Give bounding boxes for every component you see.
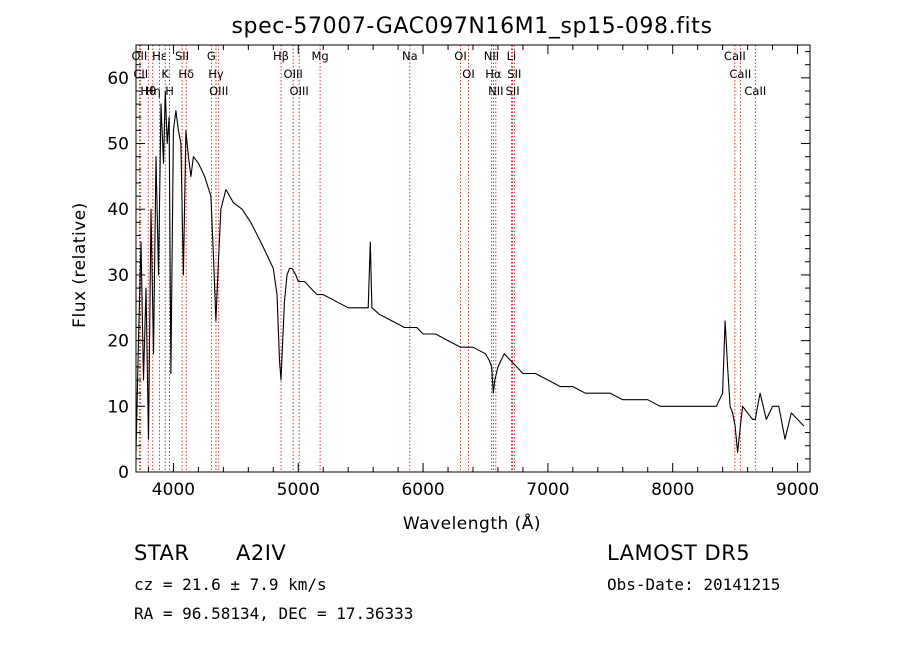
x-axis: 4000 5000 6000 7000 8000 9000 (147, 45, 819, 500)
spectral-subclass: A2IV (236, 541, 287, 565)
line-label: SII (506, 84, 520, 98)
spectrum-line (135, 90, 805, 453)
line-label: Hη (145, 84, 161, 98)
line-label: OIII (284, 67, 303, 81)
line-label: Na (402, 49, 418, 63)
y-tick-label: 50 (107, 135, 129, 155)
line-label: CaII (724, 49, 746, 63)
x-tick-label: 9000 (776, 480, 819, 500)
x-tick-label: 4000 (152, 480, 195, 500)
line-label: Hδ (178, 67, 194, 81)
line-label: G (207, 49, 216, 63)
line-label: OI (462, 67, 474, 81)
obs-date: Obs-Date: 20141215 (607, 575, 781, 594)
line-label: H (165, 84, 174, 98)
y-tick-label: 60 (107, 69, 129, 89)
y-tick-label: 30 (107, 266, 129, 286)
line-label: OIII (290, 84, 309, 98)
x-tick-label: 7000 (526, 480, 569, 500)
y-axis-label: Flux (relative) (70, 202, 90, 328)
line-label: NII (488, 84, 503, 98)
x-tick-label: 5000 (277, 480, 320, 500)
coordinates: RA = 96.58134, DEC = 17.36333 (134, 604, 414, 623)
survey-name: LAMOST DR5 (607, 541, 751, 565)
line-label: Hγ (208, 67, 224, 81)
y-tick-label: 10 (107, 397, 129, 417)
line-label: K (161, 67, 169, 81)
object-type: STAR (134, 541, 190, 565)
line-label: Hε (152, 49, 167, 63)
x-tick-label: 8000 (651, 480, 694, 500)
redshift-readout: cz = 21.6 ± 7.9 km/s (134, 575, 327, 594)
line-label: Hα (485, 67, 502, 81)
plot-frame (135, 44, 811, 473)
line-label: Hθ (140, 84, 156, 98)
y-tick-label: 20 (107, 332, 129, 352)
chart-title: spec-57007-GAC097N16M1_sp15-098.fits (231, 14, 712, 39)
y-axis: 0 10 20 30 40 50 60 (107, 51, 810, 483)
line-label: OI (454, 49, 466, 63)
x-axis-label: Wavelength (Å) (403, 512, 541, 534)
line-label: OII (131, 49, 147, 63)
line-label: OIII (209, 84, 228, 98)
y-tick-label: 40 (107, 200, 129, 220)
line-label: SII (175, 49, 189, 63)
line-label: CaII (744, 84, 766, 98)
line-label: CaII (729, 67, 751, 81)
line-label: Hβ (273, 49, 289, 63)
line-label: Mg (311, 49, 328, 63)
x-tick-label: 6000 (401, 480, 444, 500)
line-label: SII (507, 67, 521, 81)
line-label: NII (484, 49, 499, 63)
y-tick-label: 0 (118, 463, 129, 483)
line-label: Li (507, 49, 517, 63)
spectral-line-markers (138, 45, 756, 472)
